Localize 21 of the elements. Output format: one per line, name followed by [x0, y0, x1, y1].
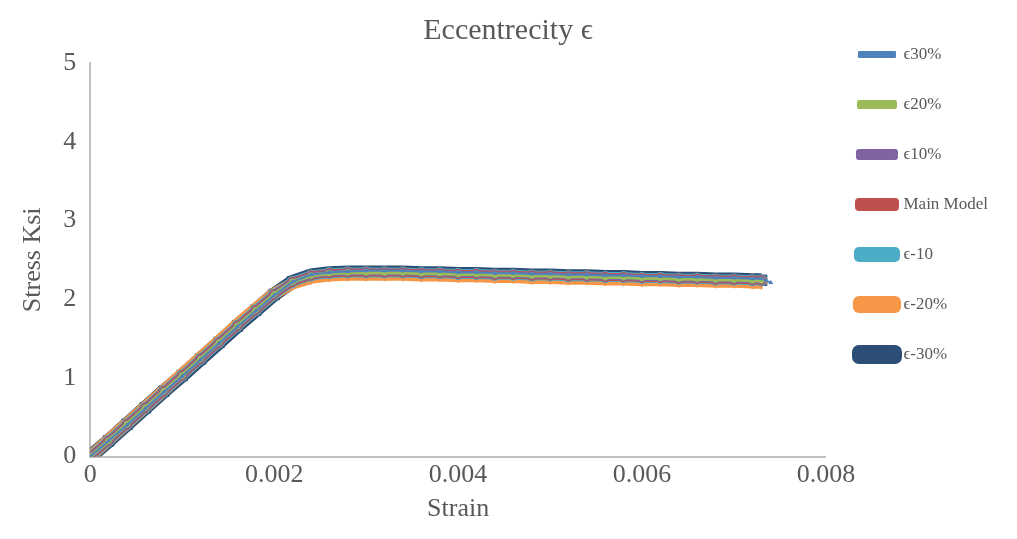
y-tick-label: 2: [63, 282, 77, 312]
y-tick-label: 0: [63, 440, 77, 470]
legend-label: ϵ20%: [903, 93, 942, 113]
legend-label: ϵ-30%: [903, 343, 948, 363]
legend-label: ϵ-10: [903, 243, 934, 263]
x-tick-label: 0.008: [796, 459, 856, 489]
x-tick-label: 0.004: [428, 459, 488, 489]
x-tick-label: 0.002: [244, 459, 304, 489]
x-tick-label: 0: [83, 459, 97, 489]
legend-label: ϵ-20%: [903, 293, 948, 313]
y-tick-label: 3: [63, 204, 77, 234]
y-tick-label: 1: [63, 361, 77, 391]
y-tick-label: 5: [63, 46, 77, 76]
legend-label: ϵ30%: [903, 43, 942, 63]
x-axis-title: Strain: [427, 493, 490, 523]
legend-label: ϵ10%: [903, 143, 942, 163]
x-tick-label: 0.006: [612, 459, 672, 489]
chart-title: Eccentrecity ϵ: [423, 11, 593, 45]
y-tick-label: 4: [63, 125, 77, 155]
y-axis-title: Stress Ksi: [17, 207, 47, 313]
legend-label: Main Model: [903, 193, 989, 213]
